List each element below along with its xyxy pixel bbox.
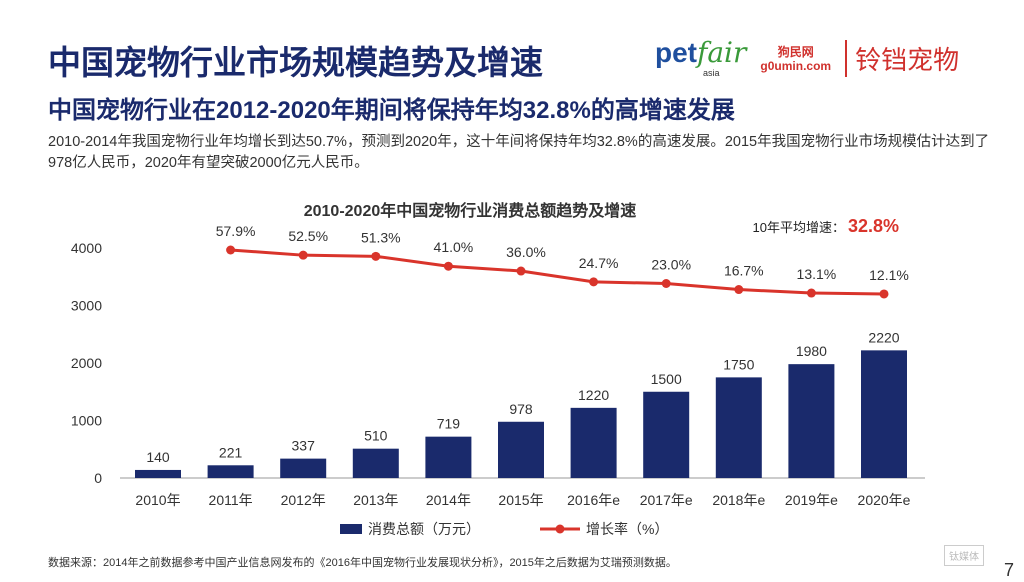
bar-value-label: 1500 <box>651 371 682 387</box>
bar <box>425 436 472 478</box>
growth-label: 57.9% <box>216 223 256 239</box>
growth-point <box>371 251 381 261</box>
y-tick-label: 2000 <box>71 355 102 371</box>
petfair-text: pet <box>655 37 697 68</box>
growth-label: 16.7% <box>724 263 764 279</box>
bar-value-label: 1750 <box>723 356 754 372</box>
x-tick-label: 2010年 <box>135 492 180 508</box>
page-number: 7 <box>1003 560 1014 580</box>
growth-point <box>589 277 599 287</box>
growth-point <box>734 285 744 295</box>
growth-label: 13.1% <box>797 266 837 282</box>
y-tick-label: 3000 <box>71 298 102 314</box>
bar-value-label: 510 <box>364 428 388 444</box>
growth-point <box>879 289 889 299</box>
lingdang-logo: 铃铛宠物 <box>845 40 959 77</box>
bar-value-label: 1980 <box>796 343 827 359</box>
growth-label: 24.7% <box>579 255 619 271</box>
source-note: 数据来源：2014年之前数据参考中国产业信息网发布的《2016年中国宠物行业发展… <box>48 557 677 569</box>
x-tick-label: 2016年e <box>567 492 620 508</box>
bar-value-label: 719 <box>437 416 461 432</box>
x-tick-label: 2011年 <box>209 492 253 508</box>
description: 2010-2014年我国宠物行业年均增长到达50.7%，预测到2020年，这十年… <box>48 134 990 171</box>
watermark: 钛媒体 <box>944 545 984 566</box>
petfair-wordmark: petfair <box>655 38 746 68</box>
bar <box>280 458 327 478</box>
growth-line <box>230 248 885 296</box>
x-tick-label: 2014年 <box>426 492 471 508</box>
annotation-label: 10年平均增速： <box>753 220 845 235</box>
growth-point <box>661 279 671 289</box>
y-tick-label: 0 <box>94 470 102 486</box>
bar <box>570 407 617 478</box>
growth-label: 36.0% <box>506 244 546 260</box>
goumin-logo: 狗民网 g0umin.com <box>760 45 831 73</box>
bar-value-label: 221 <box>219 444 243 460</box>
bar-value-label: 1220 <box>578 387 609 403</box>
growth-point <box>516 266 526 276</box>
bar <box>788 364 835 478</box>
x-tick-label: 2020年e <box>858 492 911 508</box>
goumin-en: g0umin.com <box>760 58 832 73</box>
legend-line-label: 增长率（%） <box>586 521 668 537</box>
goumin-cn: 狗民网 <box>777 44 814 59</box>
petfair-italic-text: fair <box>697 36 747 69</box>
x-tick-label: 2018年e <box>712 492 765 508</box>
bar-value-label: 978 <box>509 401 533 417</box>
bar <box>352 448 399 478</box>
page-subtitle: 中国宠物行业在2012-2020年期间将保持年均32.8%的高增速发展 <box>48 97 735 124</box>
x-tick-label: 2015年 <box>498 492 543 508</box>
growth-point <box>443 261 453 271</box>
x-tick-label: 2017年e <box>640 492 693 508</box>
x-tick-label: 2013年 <box>353 492 398 508</box>
bar <box>498 421 544 478</box>
bar <box>715 377 762 478</box>
annotation-value: 32.8% <box>848 216 899 236</box>
growth-label: 41.0% <box>434 239 474 255</box>
legend-bar-swatch <box>340 524 362 534</box>
x-tick-label: 2019年e <box>785 492 838 508</box>
growth-label: 23.0% <box>651 257 691 273</box>
x-tick-label: 2012年 <box>281 492 326 508</box>
y-tick-label: 1000 <box>71 413 102 429</box>
growth-label: 51.3% <box>361 229 401 245</box>
logos: petfair asia 狗民网 g0umin.com 铃铛宠物 <box>655 38 959 79</box>
bar <box>861 350 907 478</box>
petfair-sub: asia <box>703 68 720 78</box>
bar <box>135 469 181 478</box>
growth-point <box>226 245 236 255</box>
bar <box>207 465 254 478</box>
growth-point <box>806 288 816 298</box>
bar-value-label: 337 <box>292 438 316 454</box>
growth-label: 12.1% <box>869 267 909 283</box>
bar <box>643 391 690 478</box>
petfair-logo: petfair asia <box>655 38 746 79</box>
y-tick-label: 4000 <box>71 240 102 256</box>
bar-value-label: 140 <box>146 449 170 465</box>
legend-line-marker <box>555 524 565 534</box>
chart-title: 2010-2020年中国宠物行业消费总额趋势及增速 <box>304 201 637 220</box>
legend-bar-label: 消费总额（万元） <box>368 521 480 537</box>
bar-value-label: 2220 <box>868 329 899 345</box>
page-title: 中国宠物行业市场规模趋势及增速 <box>48 44 543 81</box>
growth-point <box>298 250 308 260</box>
growth-label: 52.5% <box>288 228 328 244</box>
